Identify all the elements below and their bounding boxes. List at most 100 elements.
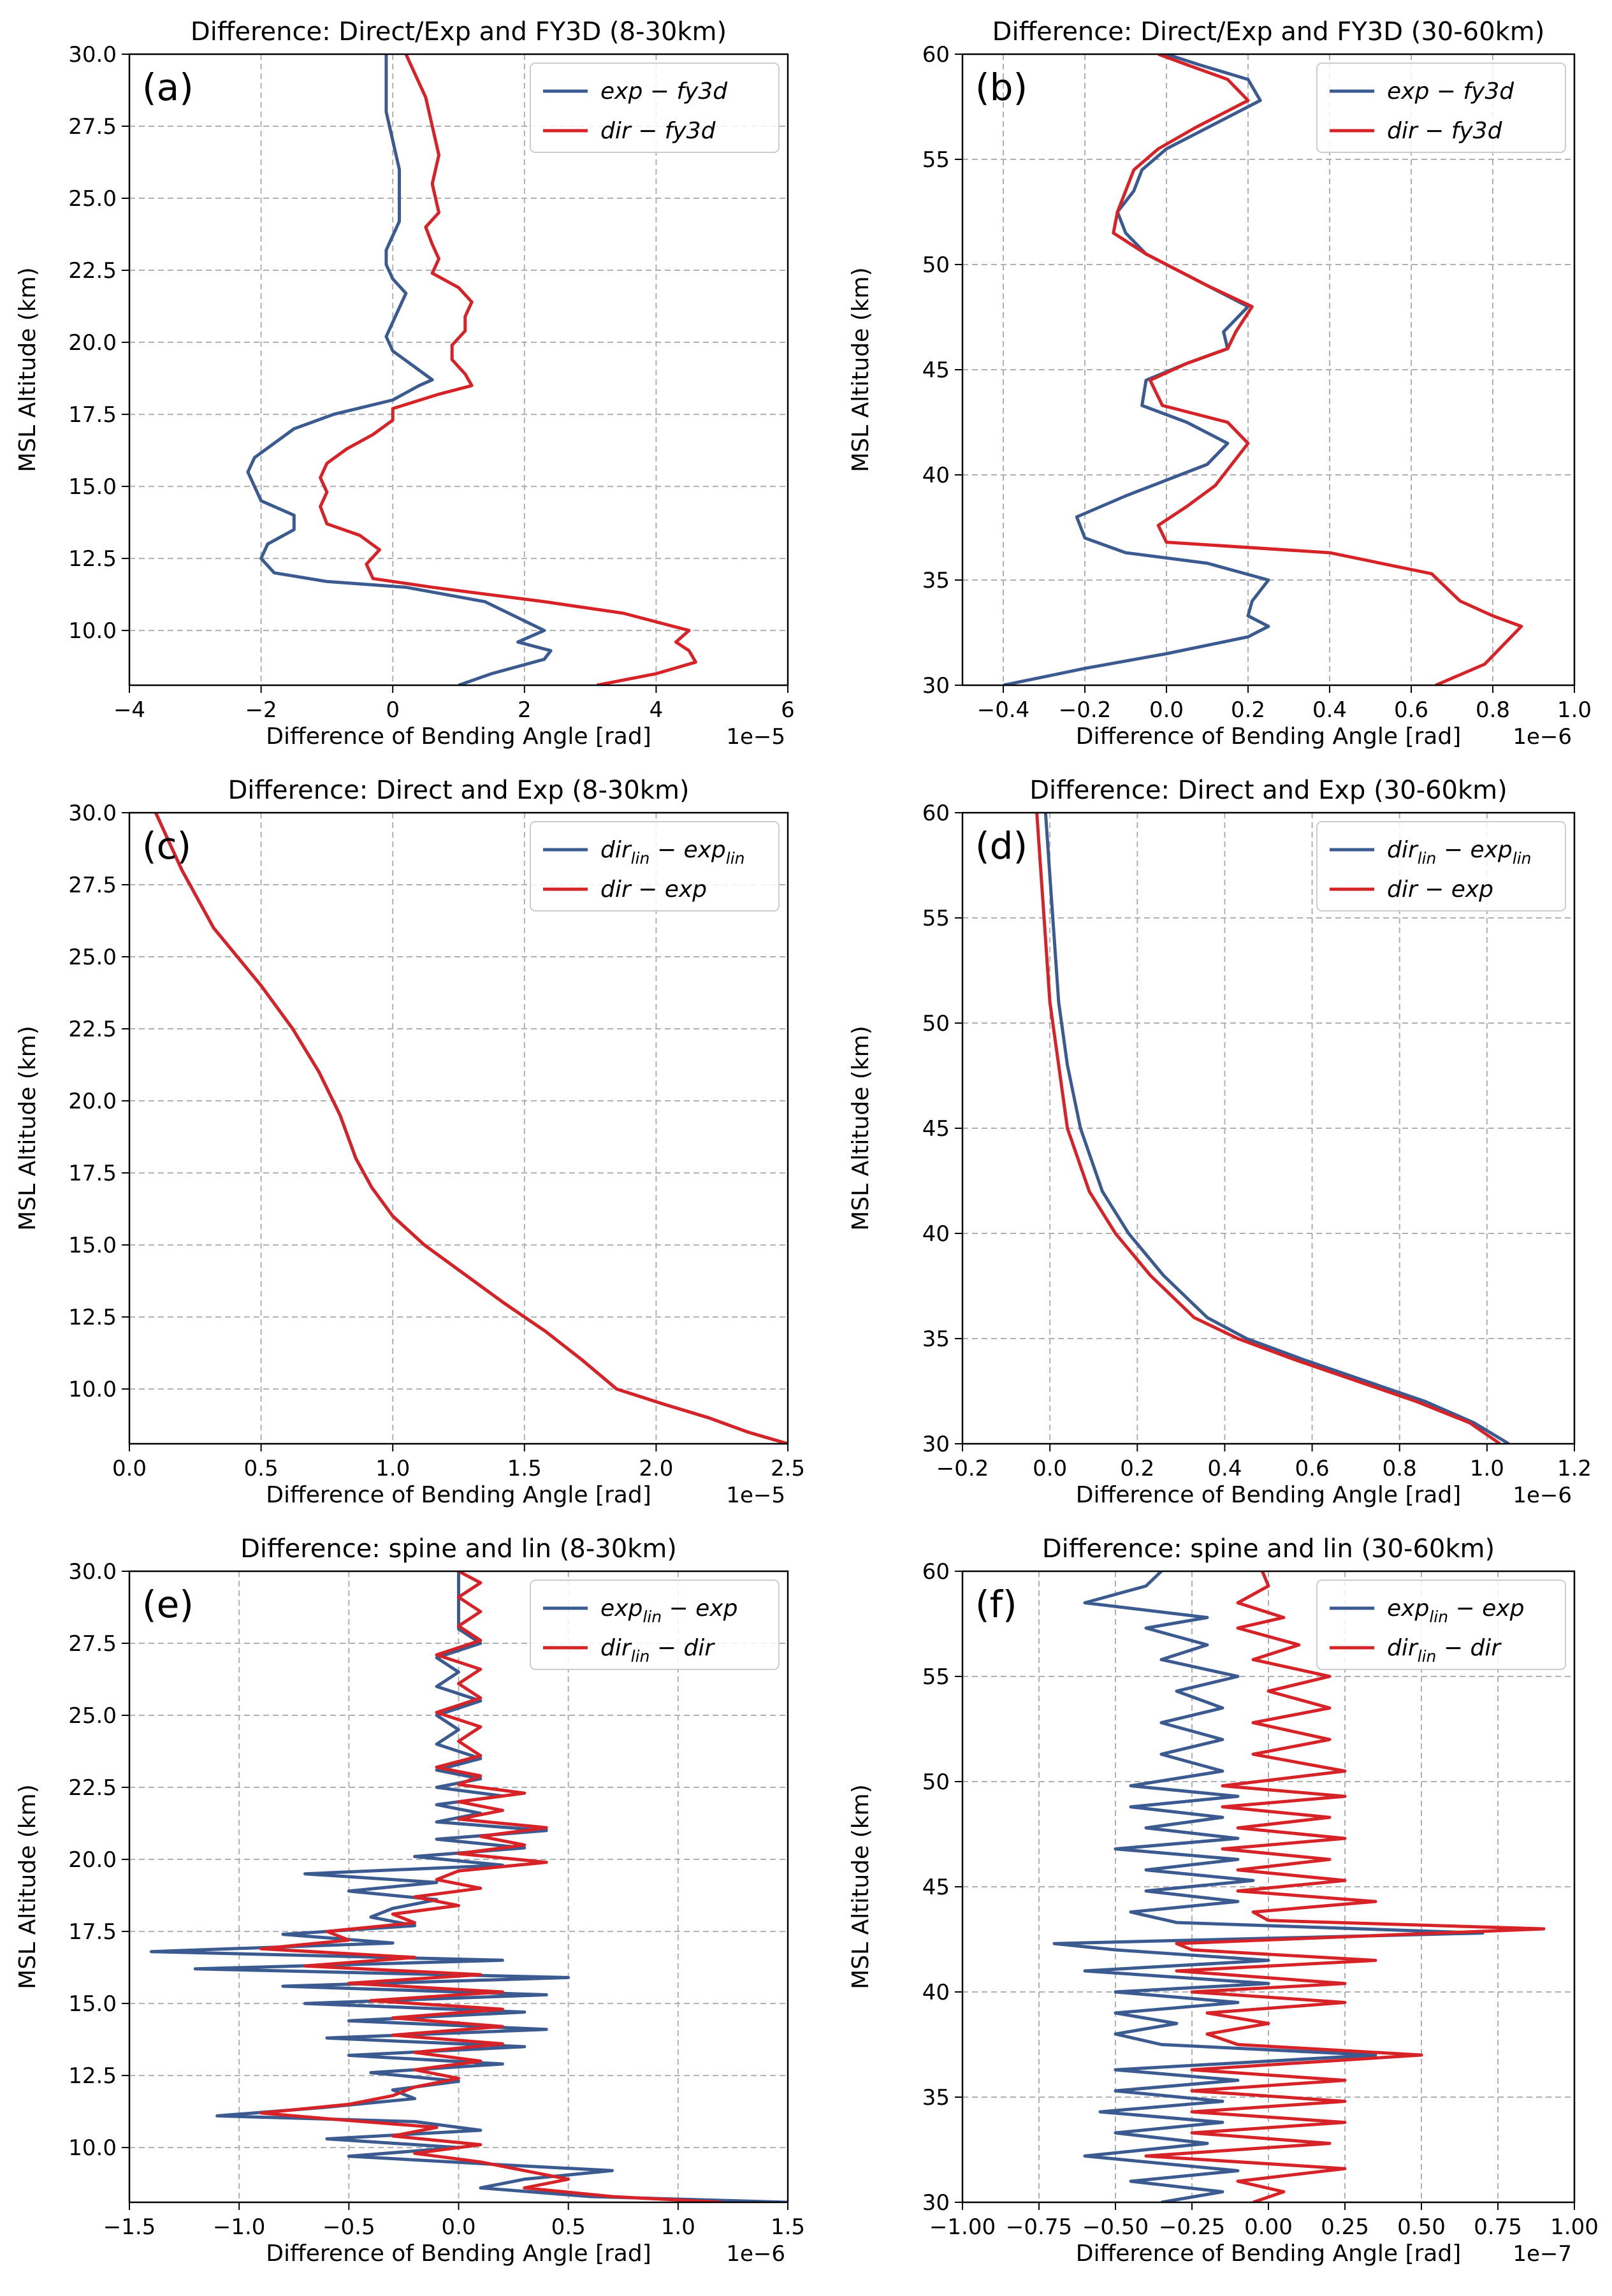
y-tick-label: 30 [922, 673, 950, 699]
y-tick-label: 17.5 [68, 1919, 117, 1945]
legend-label-part: lin [1513, 849, 1532, 868]
legend-label-part: dir − exp [1387, 876, 1493, 903]
legend-label: dirlin − dir [1387, 1635, 1502, 1666]
legend: exp − fy3d dir − fy3d [1316, 62, 1566, 153]
legend-box [1316, 62, 1566, 153]
legend-label-part: dir [600, 837, 632, 863]
plot-frame [961, 1570, 1576, 2204]
series-line-red [319, 54, 697, 685]
x-tick-label: 0.8 [1383, 1456, 1417, 1481]
x-tick-label: 0.0 [1033, 1456, 1067, 1481]
y-tick-label: 10.0 [68, 2135, 117, 2161]
x-tick-label: 0.75 [1474, 2214, 1522, 2240]
x-tick-label: −0.4 [977, 697, 1030, 723]
legend-label-part: lin [1429, 1608, 1448, 1626]
legend-label: exp − fy3d [600, 78, 728, 105]
legend-label-part: lin [643, 1608, 662, 1626]
legend-label-part: dir − fy3d [1387, 118, 1503, 144]
legend-label: dir − fy3d [1387, 118, 1503, 144]
x-tick-label: 1.0 [375, 1456, 410, 1481]
panel-label: (f) [975, 1583, 1017, 1626]
x-tick-label: 1.0 [661, 2214, 695, 2240]
axis-scale-label: 1e−5 [726, 724, 785, 750]
y-tick-label: 12.5 [68, 546, 117, 572]
axis-scale-label: 1e−6 [1513, 1483, 1572, 1508]
y-axis-label: MSL Altitude (km) [15, 1784, 41, 1989]
legend-label-part: lin [1418, 1647, 1437, 1666]
axis-scale-label: 1e−7 [1513, 2241, 1572, 2267]
x-tick-label: 0.5 [244, 1456, 279, 1481]
legend-label-part: lin [631, 1647, 650, 1666]
legend-label-part: dir − exp [600, 876, 707, 903]
y-tick-label: 15.0 [68, 474, 117, 500]
x-tick-label: 4 [650, 697, 664, 723]
chart-title: Difference: Direct and Exp (8-30km) [228, 776, 689, 805]
chart-title: Difference: Direct/Exp and FY3D (30-60km… [992, 17, 1545, 47]
x-tick-label: −0.25 [1159, 2214, 1225, 2240]
legend-label-part: − exp [650, 837, 725, 863]
x-tick-label: 1.0 [1470, 1456, 1504, 1481]
x-axis-label: Difference of Bending Angle [rad] [1076, 723, 1462, 750]
y-axis-label: MSL Altitude (km) [848, 1784, 874, 1989]
panel-label: (e) [142, 1583, 194, 1626]
legend-label-part: dir [1387, 837, 1419, 863]
legend-label: dir − fy3d [600, 118, 716, 144]
x-tick-label: 1.5 [771, 2214, 805, 2240]
legend-label: dir − exp [1387, 876, 1493, 903]
chart-title: Difference: Direct and Exp (30-60km) [1029, 776, 1507, 805]
x-axis-label: Difference of Bending Angle [rad] [1076, 2241, 1462, 2267]
x-tick-label: 1.0 [1557, 697, 1592, 723]
y-tick-label: 27.5 [68, 114, 117, 140]
y-tick-label: 30.0 [68, 801, 117, 826]
x-tick-label: 0.6 [1394, 697, 1428, 723]
x-tick-label: −0.50 [1082, 2214, 1149, 2240]
y-tick-label: 17.5 [68, 402, 117, 428]
x-axis-label: Difference of Bending Angle [rad] [1076, 1482, 1462, 1508]
x-tick-label: −1.00 [929, 2214, 996, 2240]
x-tick-label: 0.2 [1120, 1456, 1154, 1481]
x-tick-label: 0.0 [112, 1456, 147, 1481]
y-tick-label: 17.5 [68, 1161, 117, 1186]
y-tick-label: 60 [922, 42, 950, 68]
x-tick-label: 0.4 [1207, 1456, 1242, 1481]
panel-label: (c) [142, 824, 191, 868]
legend-label-part: − dir [650, 1635, 715, 1661]
series-line-red [259, 1571, 722, 2202]
panel-label: (d) [975, 824, 1027, 868]
legend-label-part: lin [631, 849, 650, 868]
legend-box [530, 62, 780, 153]
y-tick-label: 15.0 [68, 1233, 117, 1258]
axis-scale-label: 1e−6 [726, 2241, 785, 2267]
x-tick-label: −0.2 [1059, 697, 1112, 723]
y-tick-label: 12.5 [68, 2063, 117, 2089]
x-tick-label: 0.2 [1231, 697, 1265, 723]
x-tick-label: 0.8 [1476, 697, 1510, 723]
legend-label-part: exp [1387, 1595, 1429, 1622]
legend-box [1316, 821, 1566, 912]
y-tick-label: 55 [922, 147, 950, 173]
x-tick-label: 0.6 [1295, 1456, 1330, 1481]
y-tick-label: 35 [922, 2085, 950, 2111]
panel-d: −0.2 0.0 0.2 0.4 0.6 0.8 1.0 1.2 30 35 40 45 50 55 60 (… [848, 776, 1592, 1508]
x-tick-label: 0.0 [441, 2214, 476, 2240]
x-tick-label: 0.5 [551, 2214, 586, 2240]
chart-title: Difference: Direct/Exp and FY3D (8-30km) [191, 17, 727, 47]
legend-label-part: − exp [662, 1595, 737, 1622]
y-tick-label: 45 [922, 1116, 950, 1142]
x-tick-label: −2 [245, 697, 277, 723]
panel-label: (a) [142, 66, 194, 109]
y-tick-label: 45 [922, 1875, 950, 1900]
y-tick-label: 40 [922, 1980, 950, 2005]
y-tick-label: 22.5 [68, 258, 117, 284]
x-tick-label: 2.5 [771, 1456, 805, 1481]
legend-label: explin − exp [1387, 1595, 1524, 1626]
y-tick-label: 45 [922, 358, 950, 383]
x-tick-label: 0.00 [1244, 2214, 1293, 2240]
y-tick-label: 30.0 [68, 42, 117, 68]
series-line-blue [246, 54, 553, 685]
y-tick-label: 30.0 [68, 1559, 117, 1585]
series-line-red [1112, 54, 1523, 685]
y-tick-label: 30 [922, 2190, 950, 2216]
